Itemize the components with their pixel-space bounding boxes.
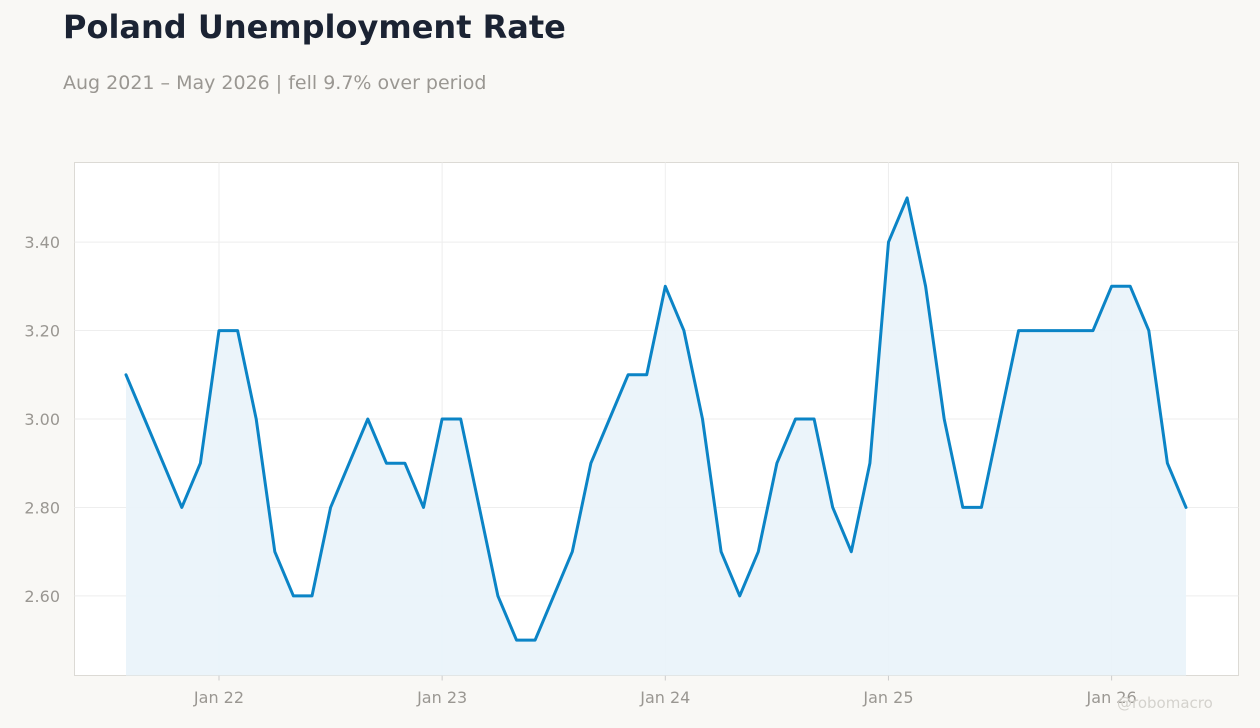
data-point — [1183, 504, 1190, 511]
data-point — [271, 548, 278, 555]
data-point — [513, 637, 520, 644]
data-point — [494, 592, 501, 599]
data-point — [439, 416, 446, 423]
data-point — [848, 548, 855, 555]
watermark: @robomacro — [1117, 694, 1213, 712]
series-line-layer — [123, 194, 1190, 644]
data-point — [1108, 283, 1115, 290]
x-tick-label: Jan 26 — [1086, 688, 1137, 707]
data-point — [234, 327, 241, 334]
data-point — [476, 504, 483, 511]
x-axis: Jan 22 Jan 23 Jan 24 Jan 25 Jan 26 — [193, 675, 1137, 707]
data-point — [197, 460, 204, 467]
data-point — [699, 416, 706, 423]
data-point — [643, 371, 650, 378]
data-point — [160, 460, 167, 467]
y-tick-label: 3.40 — [24, 233, 60, 252]
data-point — [811, 416, 818, 423]
data-point — [1090, 327, 1097, 334]
data-point — [364, 416, 371, 423]
y-tick-label: 3.20 — [24, 322, 60, 341]
data-point — [680, 327, 687, 334]
data-point — [1164, 460, 1171, 467]
data-point — [736, 592, 743, 599]
data-point — [606, 416, 613, 423]
data-point — [383, 460, 390, 467]
y-tick-label: 2.60 — [24, 587, 60, 606]
data-point — [1127, 283, 1134, 290]
x-tick-label: Jan 23 — [416, 688, 467, 707]
data-point — [327, 504, 334, 511]
data-point — [997, 416, 1004, 423]
data-point — [1015, 327, 1022, 334]
data-point — [346, 460, 353, 467]
data-point — [309, 592, 316, 599]
y-tick-label: 2.80 — [24, 498, 60, 517]
data-point — [178, 504, 185, 511]
data-point — [532, 637, 539, 644]
data-point — [829, 504, 836, 511]
data-point — [959, 504, 966, 511]
data-point — [755, 548, 762, 555]
data-point — [1071, 327, 1078, 334]
data-point — [773, 460, 780, 467]
x-tick-label: Jan 22 — [193, 688, 244, 707]
data-point — [922, 283, 929, 290]
data-point — [569, 548, 576, 555]
data-point — [457, 416, 464, 423]
data-point — [141, 416, 148, 423]
data-point — [420, 504, 427, 511]
data-point — [1145, 327, 1152, 334]
data-point — [941, 416, 948, 423]
y-tick-label: 3.00 — [24, 410, 60, 429]
chart-title: Poland Unemployment Rate — [63, 8, 566, 46]
data-point — [625, 371, 632, 378]
data-point — [550, 592, 557, 599]
y-axis: 2.60 2.80 3.00 3.20 3.40 — [24, 233, 60, 606]
data-point — [718, 548, 725, 555]
area-fill-layer — [126, 197, 1186, 676]
data-point — [587, 460, 594, 467]
data-point — [216, 327, 223, 334]
series-line — [124, 196, 1188, 642]
data-point — [904, 194, 911, 201]
data-point — [662, 283, 669, 290]
data-point — [792, 416, 799, 423]
data-point — [290, 592, 297, 599]
data-point — [1052, 327, 1059, 334]
x-tick-label: Jan 25 — [862, 688, 913, 707]
data-point — [885, 239, 892, 246]
series-area-fill — [126, 197, 1186, 676]
data-point — [1034, 327, 1041, 334]
data-point — [123, 371, 130, 378]
chart-subtitle: Aug 2021 – May 2026 | fell 9.7% over per… — [63, 72, 487, 94]
data-point — [253, 416, 260, 423]
data-point — [401, 460, 408, 467]
data-point — [866, 460, 873, 467]
data-point — [978, 504, 985, 511]
x-tick-label: Jan 24 — [639, 688, 690, 707]
